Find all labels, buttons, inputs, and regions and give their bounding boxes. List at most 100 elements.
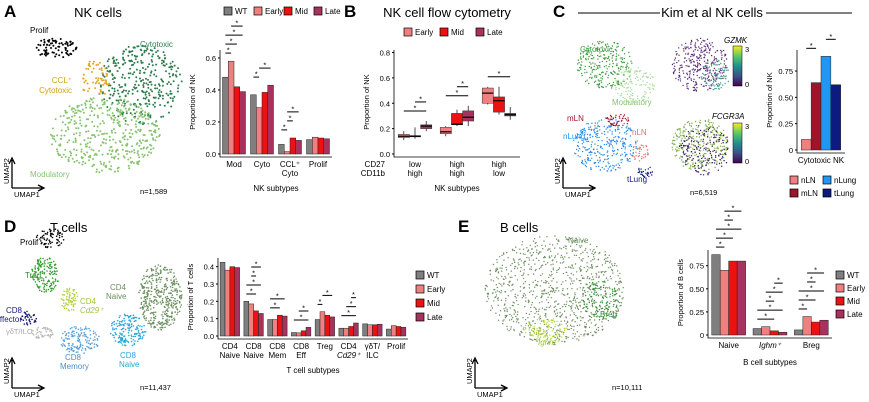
umap-point (135, 120, 138, 123)
umap-point (531, 248, 533, 250)
umap-point (705, 164, 707, 167)
umap-point (624, 151, 626, 154)
umap-point (569, 324, 572, 326)
umap-point (681, 137, 683, 139)
umap-point (694, 88, 696, 91)
umap-point (708, 168, 710, 170)
umap-point (605, 302, 608, 304)
umap-point (592, 58, 594, 60)
umap-label-cd8-naive: CD8 (120, 351, 137, 360)
umap-point (556, 329, 558, 331)
umap-point (711, 83, 714, 85)
umap-point (679, 64, 681, 67)
umap-point (45, 290, 47, 293)
umap-point (578, 279, 581, 282)
umap-point (58, 54, 61, 57)
umap-point (623, 86, 625, 89)
umap-point (573, 240, 575, 242)
umap-point (150, 133, 153, 136)
umap-point (46, 327, 48, 329)
umap-point (694, 84, 696, 86)
umap-point (512, 249, 514, 251)
umap-point (643, 84, 645, 86)
umap-point (692, 148, 694, 150)
umap-point (117, 166, 120, 169)
umap-point (66, 288, 68, 290)
umap-point (697, 159, 700, 161)
umap-point (24, 317, 26, 319)
umap-point (627, 159, 629, 161)
umap-point (128, 319, 130, 322)
umap-point (549, 338, 552, 341)
umap-point (565, 327, 567, 329)
umap-point (566, 238, 569, 240)
umap-point (570, 237, 572, 240)
umap-point (122, 330, 125, 333)
umap-point (38, 280, 41, 283)
umap-point (721, 72, 723, 74)
umap-point (718, 60, 720, 62)
umap-point (717, 169, 719, 171)
umap-point (134, 58, 137, 61)
umap-point (133, 116, 136, 119)
umap-point (584, 290, 586, 292)
umap-point (157, 264, 160, 266)
umap-point (148, 304, 150, 306)
umap-point (134, 340, 136, 342)
umap-point (117, 153, 120, 156)
umap-point (610, 300, 612, 303)
umap-point (46, 233, 48, 235)
umap-point (608, 45, 610, 47)
umap-point (519, 252, 522, 255)
umap-point (706, 143, 708, 145)
umap-point (600, 294, 602, 296)
umap-point (159, 291, 162, 293)
umap-point (513, 309, 515, 311)
umap-point (154, 101, 156, 104)
umap-point (697, 69, 699, 71)
umap-point (621, 159, 623, 161)
umap-point (526, 250, 529, 252)
umap-point (96, 104, 99, 107)
umap-point (649, 92, 651, 94)
umap-point (678, 71, 681, 74)
umap-point (633, 146, 635, 148)
umap-point (722, 142, 724, 144)
umap-point (150, 144, 153, 147)
umap-point (63, 290, 65, 293)
y-axis-label: Proportion of T cells (186, 264, 195, 331)
bar-late (258, 313, 264, 337)
umap-point (702, 160, 705, 162)
umap-point (141, 116, 144, 119)
umap-point (629, 78, 632, 81)
umap-point (601, 166, 603, 169)
umap-point (71, 292, 74, 295)
umap-point (714, 51, 717, 53)
umap-point (124, 338, 127, 340)
umap-point (85, 118, 88, 121)
umap-point (680, 140, 683, 142)
x-tick-label: Naive (243, 351, 264, 360)
umap-point (559, 247, 561, 249)
umap-point (612, 305, 614, 307)
umap-point (726, 67, 728, 69)
umap-point (118, 66, 121, 69)
umap-point (537, 332, 539, 335)
umap-point (625, 82, 627, 85)
umap-point (31, 270, 34, 272)
umap-point (29, 322, 32, 325)
umap-point (140, 111, 143, 113)
bar-mid (317, 137, 324, 155)
umap-point (492, 292, 494, 294)
umap-point (568, 304, 570, 307)
umap-point (594, 283, 596, 285)
umap-point (694, 167, 696, 169)
umap-point (54, 47, 57, 50)
umap-point (103, 101, 106, 103)
umap-point (85, 341, 88, 344)
umap-point (679, 136, 681, 138)
umap-point (169, 66, 172, 69)
umap-point (73, 120, 76, 123)
umap-point (58, 241, 60, 243)
y-axis-label: Proportion of NK (765, 72, 774, 127)
